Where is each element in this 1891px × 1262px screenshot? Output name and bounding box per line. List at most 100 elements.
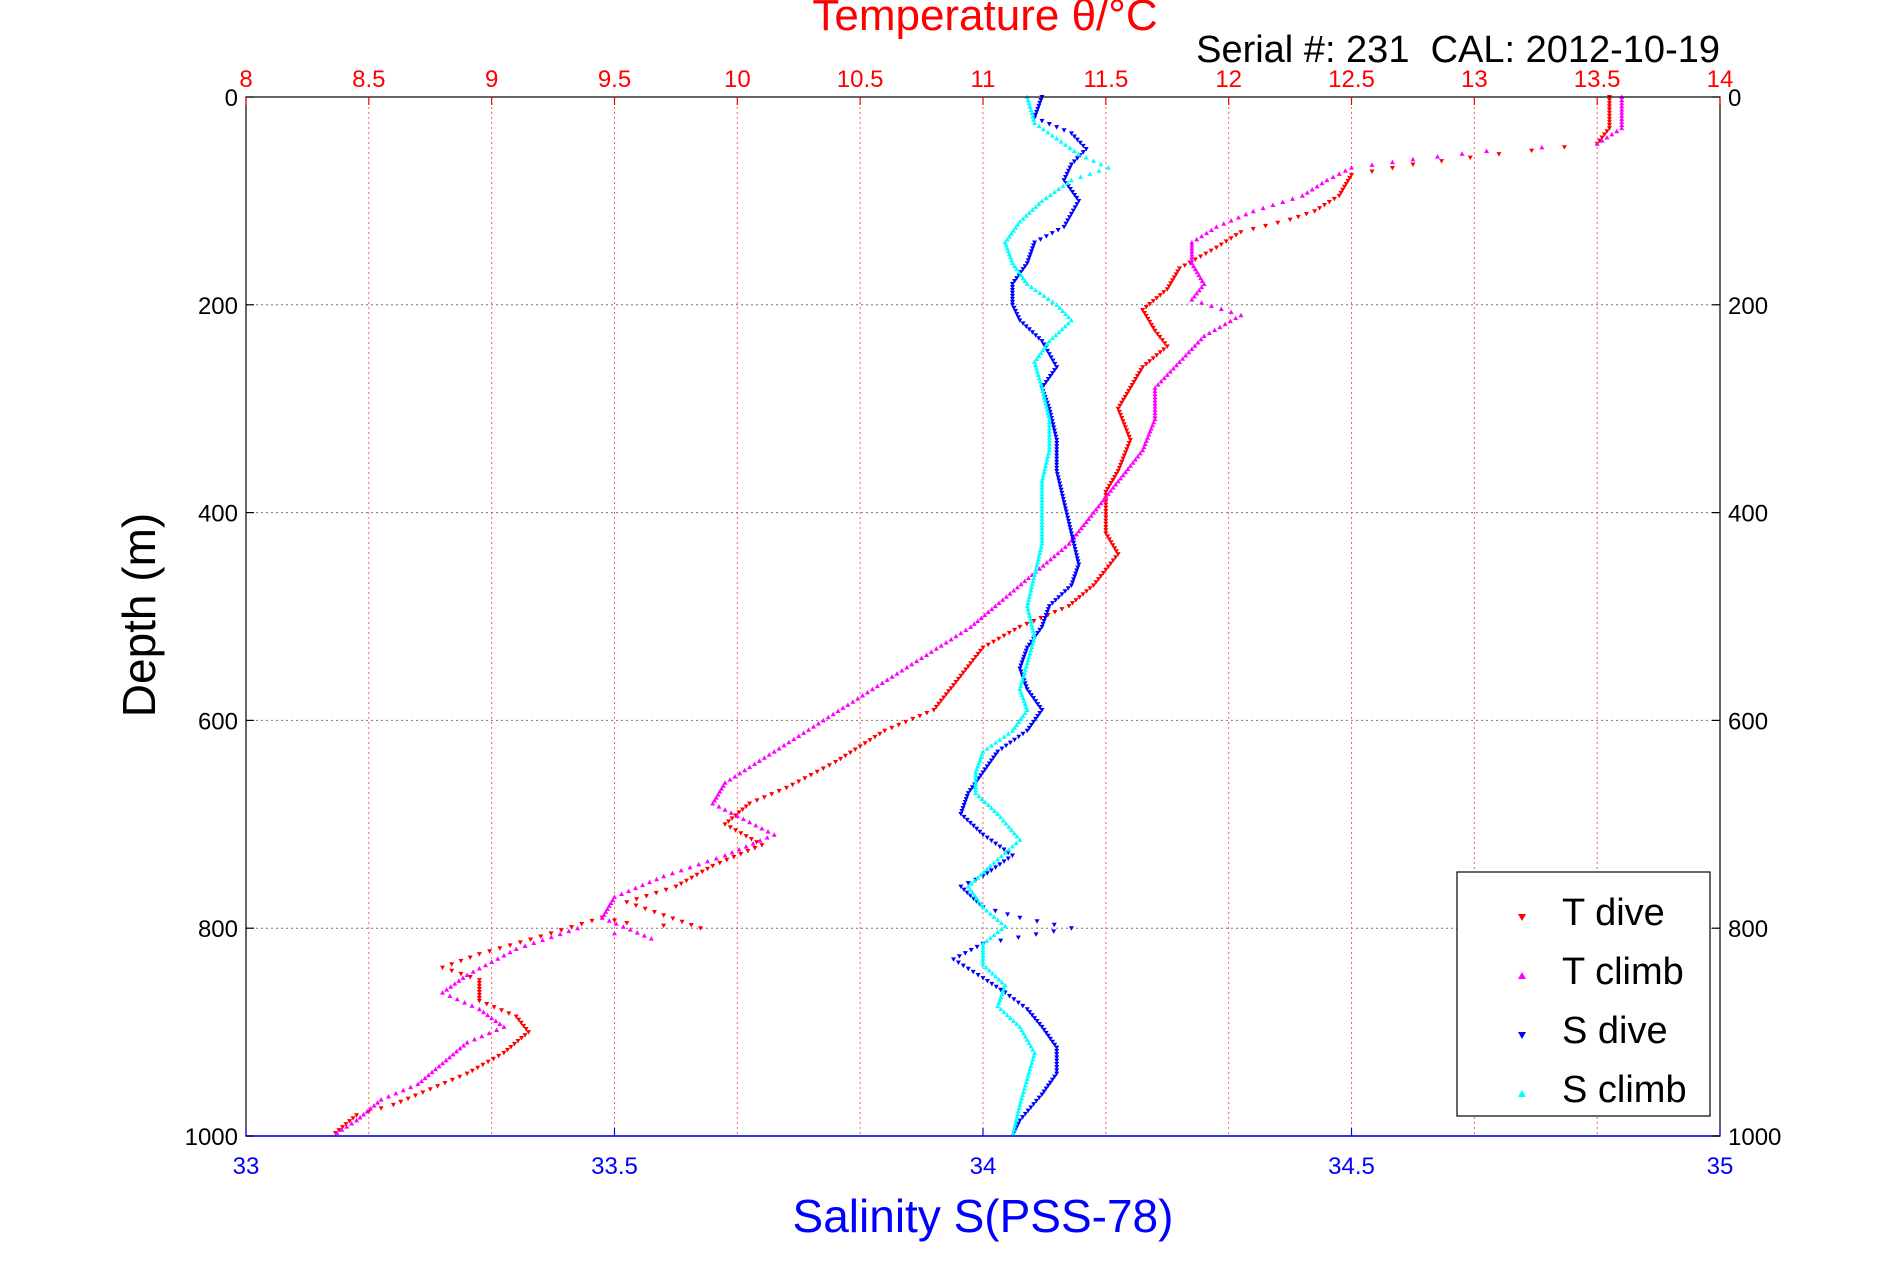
data-point-t-dive	[743, 834, 749, 839]
data-point-t-climb	[958, 630, 964, 636]
data-point-s-climb	[992, 808, 998, 813]
data-point-s-dive	[1071, 577, 1077, 582]
data-point-s-climb	[1027, 651, 1033, 656]
data-point-t-dive	[449, 962, 455, 967]
data-point-t-climb	[1243, 211, 1249, 217]
data-point-t-climb	[761, 755, 767, 760]
data-point-s-dive	[1031, 243, 1037, 248]
data-point-t-dive	[1125, 444, 1131, 449]
data-point-t-climb	[1212, 327, 1218, 333]
data-point-s-climb	[1029, 110, 1035, 116]
data-point-s-climb	[988, 743, 994, 748]
data-point-s-climb	[1030, 628, 1036, 634]
data-point-s-climb	[1059, 326, 1065, 332]
data-point-t-climb	[830, 711, 836, 717]
data-point-t-dive	[847, 750, 853, 756]
data-point-t-climb	[743, 844, 749, 849]
data-point-t-climb	[654, 876, 660, 882]
data-point-s-climb	[1035, 556, 1041, 562]
data-point-t-climb	[1081, 522, 1087, 528]
data-point-s-dive	[1047, 1080, 1053, 1086]
data-point-s-climb	[995, 1003, 1001, 1009]
data-point-s-dive	[1074, 568, 1080, 573]
data-point-s-dive	[1028, 1105, 1034, 1110]
data-point-t-dive	[1122, 450, 1128, 455]
data-point-s-dive	[1059, 490, 1065, 496]
data-point-s-dive	[1009, 287, 1015, 293]
data-point-t-climb	[938, 643, 944, 648]
data-point-s-climb	[1009, 843, 1015, 849]
data-point-s-dive	[1014, 1124, 1020, 1130]
data-point-t-dive	[1347, 175, 1353, 181]
data-point-t-climb	[1122, 469, 1128, 475]
data-point-s-dive	[1054, 450, 1060, 455]
data-point-t-climb	[764, 835, 770, 840]
data-point-s-dive	[992, 908, 998, 914]
data-point-s-dive	[1047, 374, 1053, 379]
data-point-t-dive	[1024, 621, 1030, 627]
data-point-t-climb	[1192, 343, 1198, 348]
data-point-t-climb	[1137, 450, 1143, 456]
data-point-t-climb	[1201, 281, 1207, 287]
data-point-s-climb	[1042, 397, 1048, 403]
data-point-s-dive	[998, 938, 1004, 944]
data-point-t-climb	[599, 915, 605, 920]
data-point-t-dive	[508, 1044, 514, 1050]
data-point-t-climb	[710, 801, 716, 806]
data-point-t-dive	[1119, 400, 1125, 406]
tick-label-top: 8.5	[352, 66, 385, 93]
data-point-s-dive	[993, 984, 999, 990]
data-point-t-dive	[1127, 437, 1133, 443]
data-point-s-climb	[1043, 401, 1049, 406]
data-point-t-dive	[924, 710, 930, 716]
data-point-t-dive	[1389, 165, 1395, 171]
data-point-t-dive	[496, 1053, 502, 1059]
data-point-t-dive	[1208, 248, 1214, 254]
data-point-s-dive	[1068, 528, 1074, 533]
data-point-s-climb	[1022, 710, 1028, 715]
data-point-s-climb	[1035, 372, 1041, 377]
data-point-s-dive	[1039, 339, 1045, 344]
data-point-s-dive	[1041, 382, 1047, 388]
data-point-t-dive	[917, 713, 923, 719]
data-point-t-dive	[1129, 382, 1135, 388]
data-point-s-dive	[1054, 1061, 1060, 1067]
data-point-t-dive	[1147, 319, 1153, 325]
data-point-t-climb	[610, 897, 616, 902]
data-point-t-climb	[1233, 315, 1239, 321]
data-point-t-dive	[955, 676, 961, 682]
data-point-t-climb	[943, 639, 949, 645]
data-point-t-dive	[653, 890, 659, 896]
data-point-t-climb	[612, 930, 617, 936]
data-point-t-dive	[1340, 187, 1346, 193]
data-point-t-dive	[745, 849, 751, 854]
tick-label-bottom: 33	[233, 1153, 260, 1180]
data-point-s-dive	[1039, 708, 1045, 713]
data-point-s-dive	[1067, 187, 1073, 192]
data-point-t-climb	[1221, 221, 1227, 226]
data-point-t-dive	[476, 995, 482, 1001]
data-point-s-climb	[1040, 475, 1046, 481]
data-point-s-climb	[1046, 429, 1052, 434]
data-point-s-dive	[1035, 713, 1041, 719]
data-point-t-climb	[1196, 272, 1202, 278]
data-point-s-dive	[1011, 305, 1017, 311]
data-point-s-climb	[991, 914, 997, 919]
data-point-t-climb	[1125, 466, 1131, 471]
data-point-s-climb	[981, 869, 987, 874]
data-point-s-climb	[987, 911, 993, 916]
data-point-t-dive	[1115, 552, 1121, 557]
data-point-t-dive	[1154, 331, 1160, 337]
data-point-t-dive	[1095, 577, 1101, 582]
data-point-s-climb	[1039, 519, 1045, 524]
data-point-s-climb	[1039, 198, 1045, 203]
data-point-s-dive	[1026, 690, 1032, 695]
data-point-s-climb	[1039, 482, 1045, 487]
data-point-t-climb	[732, 774, 738, 779]
data-point-s-climb	[984, 938, 990, 943]
data-point-s-climb	[1019, 1095, 1025, 1101]
tick-label-top: 10	[724, 66, 751, 93]
data-point-s-dive	[1001, 859, 1007, 864]
data-point-s-climb	[1062, 323, 1068, 329]
data-point-s-dive	[1049, 1077, 1055, 1083]
